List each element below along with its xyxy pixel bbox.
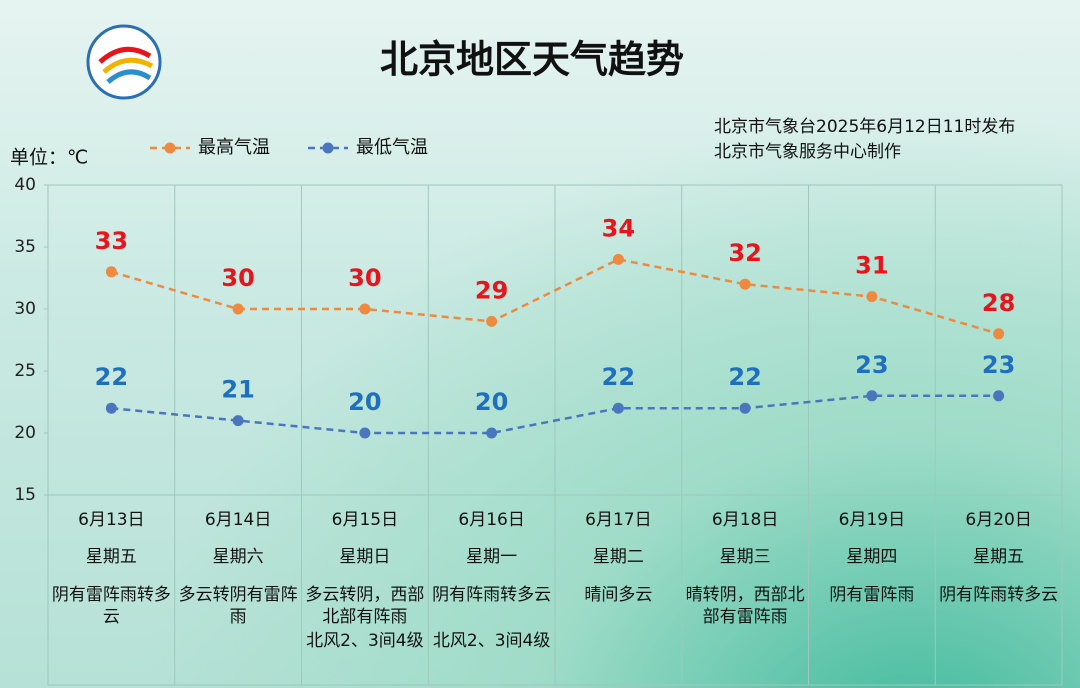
point <box>866 390 878 402</box>
data-label: 23 <box>855 351 888 379</box>
table-cell: 星期四 <box>846 547 898 567</box>
legend-marker <box>322 142 334 154</box>
point <box>739 402 751 414</box>
point <box>232 303 244 315</box>
y-tick-label: 25 <box>14 361 36 381</box>
point <box>105 402 117 414</box>
point <box>359 303 371 315</box>
table-cell: 星期三 <box>719 547 771 567</box>
table-cell: 6月13日 <box>78 510 145 530</box>
y-tick-label: 40 <box>14 175 36 195</box>
table-cell: 多云转阴，西部北部有阵雨 <box>305 585 425 627</box>
table-cell: 6月17日 <box>585 510 652 530</box>
table-cell: 星期六 <box>212 547 264 567</box>
logo <box>86 24 162 100</box>
table-cell: 6月19日 <box>838 510 906 530</box>
data-label: 30 <box>348 264 381 292</box>
point <box>232 415 244 427</box>
y-tick-label: 20 <box>14 423 36 443</box>
point <box>486 427 498 439</box>
table-cell: 阴有阵雨转多云 <box>939 585 1059 605</box>
legend-label: 最高气温 <box>198 137 270 158</box>
point <box>612 402 624 414</box>
table-cell: 晴转阴，西部北部有雷阵雨 <box>685 585 805 627</box>
data-label: 22 <box>728 363 761 391</box>
source-line: 北京市气象服务中心制作 <box>714 142 901 162</box>
point <box>866 291 878 303</box>
data-label: 20 <box>475 388 508 416</box>
legend-label: 最低气温 <box>356 137 428 158</box>
table-cell: 6月15日 <box>331 510 399 530</box>
y-tick-label: 15 <box>14 485 36 505</box>
point <box>105 266 117 278</box>
data-label: 20 <box>348 388 381 416</box>
point <box>739 278 751 290</box>
series-line <box>111 258 999 335</box>
table-cell: 星期一 <box>466 547 518 567</box>
table-cell: 星期五 <box>973 547 1025 567</box>
data-label: 21 <box>221 376 254 404</box>
table-cell: 6月20日 <box>965 510 1032 530</box>
table-cell: 星期二 <box>592 547 644 567</box>
point <box>612 253 624 265</box>
table-cell: 阴有雷阵雨转多云 <box>51 585 171 627</box>
table-cell: 北风2、3间4级 <box>306 631 424 651</box>
table-cell: 北风2、3间4级 <box>432 631 551 651</box>
table-cell: 6月14日 <box>204 510 272 530</box>
source-line: 北京市气象台2025年6月12日11时发布 <box>714 117 1015 137</box>
table-cell: 晴间多云 <box>584 585 653 605</box>
table-cell: 星期五 <box>85 547 137 567</box>
table-cell: 6月18日 <box>711 510 779 530</box>
point <box>993 328 1005 340</box>
point <box>359 427 371 439</box>
legend-marker <box>164 142 176 154</box>
table-cell: 阴有雷阵雨 <box>829 585 915 605</box>
table-cell: 6月16日 <box>458 510 525 530</box>
data-label: 34 <box>602 214 635 242</box>
point <box>486 315 498 327</box>
data-label: 29 <box>475 276 508 304</box>
data-label: 22 <box>95 363 128 391</box>
point <box>993 390 1005 402</box>
data-label: 31 <box>855 252 888 280</box>
data-label: 22 <box>602 363 635 391</box>
y-tick-label: 30 <box>14 299 36 319</box>
data-label: 33 <box>95 227 128 255</box>
table-cell: 星期日 <box>339 547 391 567</box>
table-cell: 多云转阴有雷阵雨 <box>178 585 298 627</box>
data-label: 30 <box>221 264 254 292</box>
chart-title: 北京地区天气趋势 <box>380 38 684 82</box>
data-label: 23 <box>982 351 1015 379</box>
y-tick-label: 35 <box>14 237 36 257</box>
data-label: 28 <box>982 289 1015 317</box>
unit-label: 单位：℃ <box>10 147 88 169</box>
data-label: 32 <box>728 239 761 267</box>
table-cell: 阴有阵雨转多云 <box>432 585 552 605</box>
series-line <box>111 394 999 435</box>
